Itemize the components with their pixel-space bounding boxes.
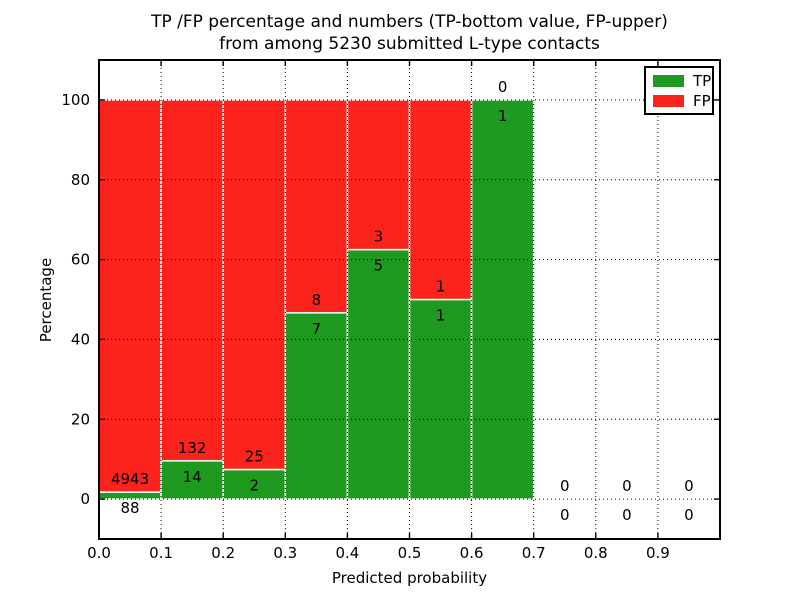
tp-count-label: 0 [560, 506, 570, 524]
x-tick-label: 0.1 [149, 544, 173, 562]
tp-count-label: 14 [183, 468, 202, 486]
fp-count-label: 1 [436, 278, 446, 296]
x-tick-label: 0.5 [398, 544, 422, 562]
y-tick-label: 100 [61, 91, 90, 109]
fp-count-label: 0 [560, 477, 570, 495]
bar-fp-bin4 [346, 99, 411, 251]
bar-fp-bin2 [222, 99, 287, 471]
fp-color-swatch [653, 95, 684, 107]
tp-count-label: 1 [498, 107, 508, 125]
bar-fp-bin1 [160, 99, 224, 462]
x-tick-label: 0.0 [87, 544, 111, 562]
chart-title: TP /FP percentage and numbers (TP-bottom… [99, 11, 720, 55]
fp-count-label: 4943 [111, 470, 149, 488]
y-tick-label: 20 [71, 410, 90, 428]
y-tick-label: 0 [80, 490, 90, 508]
legend-item-tp: TP [653, 74, 711, 89]
x-tick-label: 0.4 [335, 544, 359, 562]
tp-count-label: 7 [312, 320, 322, 338]
x-tick-label: 0.2 [211, 544, 235, 562]
x-tick-label: 0.9 [646, 544, 670, 562]
y-tick-label: 60 [71, 251, 90, 269]
x-axis-label: Predicted probability [331, 569, 488, 587]
tp-count-label: 0 [622, 506, 632, 524]
tp-count-label: 0 [684, 506, 694, 524]
tp-count-label: 2 [249, 477, 259, 495]
bar-fp-bin0 [98, 99, 162, 493]
legend-label-fp: FP [693, 92, 711, 110]
chart-title-line2: from among 5230 submitted L-type contact… [219, 34, 600, 54]
x-tick-label: 0.3 [273, 544, 297, 562]
x-tick-label: 0.8 [584, 544, 608, 562]
bar-tp-bin6 [470, 99, 535, 500]
tp-count-label: 1 [436, 307, 446, 325]
legend: TP FP [644, 66, 714, 115]
bar-fp-bin3 [284, 99, 349, 314]
legend-item-fp: FP [653, 94, 711, 109]
bar-tp-bin0 [98, 491, 162, 500]
bar-tp-bin3 [284, 312, 349, 500]
tp-color-swatch [653, 75, 684, 87]
tp-count-label: 5 [374, 257, 384, 275]
fp-count-label: 0 [684, 477, 694, 495]
bar-tp-bin5 [408, 298, 473, 500]
fp-count-label: 0 [622, 477, 632, 495]
x-tick-label: 0.6 [460, 544, 484, 562]
fp-count-label: 3 [374, 228, 384, 246]
fp-count-label: 8 [312, 291, 322, 309]
fp-count-label: 25 [245, 448, 264, 466]
tp-count-label: 88 [121, 499, 140, 517]
y-tick-label: 80 [71, 171, 90, 189]
bar-tp-bin4 [346, 248, 411, 500]
legend-label-tp: TP [693, 72, 712, 90]
y-tick-label: 40 [71, 330, 90, 348]
x-tick-label: 0.7 [522, 544, 546, 562]
plot-border [98, 59, 721, 540]
y-axis-label: Percentage [37, 257, 55, 343]
chart-title-line1: TP /FP percentage and numbers (TP-bottom… [151, 12, 668, 32]
fp-count-label: 0 [498, 78, 508, 96]
fp-count-label: 132 [178, 439, 207, 457]
bar-fp-bin5 [408, 99, 473, 301]
